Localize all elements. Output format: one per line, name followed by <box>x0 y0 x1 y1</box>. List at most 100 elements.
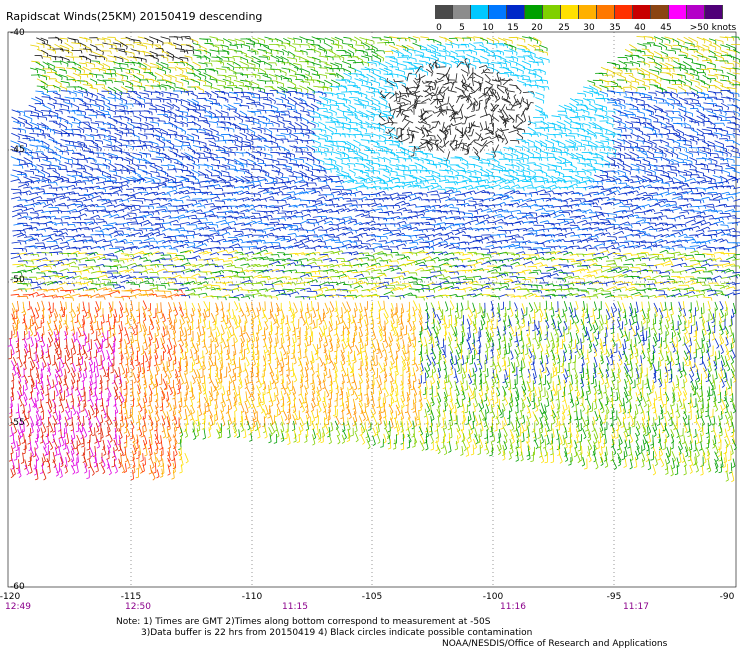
wind-barb <box>184 55 192 58</box>
wind-barb-flag <box>86 49 88 53</box>
wind-barb-flag <box>584 93 586 98</box>
wind-barb-flag <box>540 41 542 45</box>
wind-barb <box>400 130 403 140</box>
wind-barb <box>355 44 364 47</box>
wind-barb-flag <box>393 42 395 46</box>
wind-barb <box>311 56 321 61</box>
wind-barb <box>683 36 693 43</box>
wind-barb <box>720 44 730 48</box>
wind-barb-flag <box>126 133 128 137</box>
wind-barb <box>517 48 525 51</box>
wind-barb-flag <box>607 141 610 145</box>
wind-barb-flag <box>626 69 628 73</box>
wind-barb-flag <box>449 52 451 56</box>
wind-barb-flag <box>402 110 404 115</box>
legend-swatch <box>669 5 687 19</box>
wind-barb-flag <box>519 160 521 164</box>
wind-barb <box>388 45 399 50</box>
wind-barb <box>203 54 211 60</box>
wind-barb <box>316 108 327 110</box>
wind-barb-flag <box>720 110 722 114</box>
wind-barb-flag <box>666 54 668 58</box>
wind-barb <box>648 36 656 39</box>
wind-barb <box>114 48 125 50</box>
wind-barb <box>156 38 164 43</box>
wind-barb-flag <box>80 50 83 54</box>
wind-barb <box>532 44 540 48</box>
wind-barb <box>653 36 663 41</box>
wind-barb-flag <box>110 50 112 55</box>
wind-barb <box>120 42 128 47</box>
wind-barb-flag <box>79 129 81 133</box>
wind-barb <box>726 48 736 52</box>
wind-barb <box>684 42 695 45</box>
wind-barb <box>79 36 87 40</box>
legend-label: 0 <box>436 23 442 33</box>
wind-barb <box>82 55 91 61</box>
wind-barb <box>79 42 87 47</box>
wind-barb <box>294 50 303 53</box>
legend-label: 35 <box>609 23 621 33</box>
wind-barb-flag <box>652 53 654 58</box>
legend-swatch <box>597 5 615 19</box>
wind-barb-flag <box>301 165 304 169</box>
wind-barb-flag <box>80 56 83 61</box>
wind-barb <box>509 44 517 48</box>
wind-barb-flag <box>465 44 467 48</box>
wind-barb-flag <box>155 109 157 113</box>
wind-barb <box>166 51 174 56</box>
wind-barb-flag <box>181 37 183 41</box>
wind-barb <box>64 42 74 49</box>
wind-barb <box>383 36 392 39</box>
wind-barb-flag <box>643 36 646 40</box>
wind-barb <box>517 56 525 58</box>
wind-barb-flag <box>104 115 106 119</box>
wind-barb-flag <box>733 37 735 41</box>
wind-barb-flag <box>61 77 63 81</box>
wind-barb <box>641 48 649 50</box>
wind-barb-flag <box>259 88 261 92</box>
wind-barb-flag <box>695 160 697 164</box>
wind-barb-flag <box>205 56 208 60</box>
wind-barb-flag <box>80 111 82 115</box>
wind-barb <box>528 36 538 42</box>
wind-barb <box>217 50 228 52</box>
wind-barb-flag <box>696 41 698 45</box>
wind-barb-flag <box>37 153 39 157</box>
wind-barb <box>96 48 104 53</box>
wind-barb <box>209 49 219 52</box>
wind-barb <box>70 38 79 41</box>
legend-swatch <box>615 5 633 19</box>
wind-barb <box>468 49 477 53</box>
wind-barb <box>190 38 199 43</box>
wind-barb <box>365 38 375 42</box>
wind-barb-flag <box>170 99 172 103</box>
wind-barb-flag <box>541 108 543 112</box>
wind-barb-flag <box>227 51 229 55</box>
wind-barb <box>647 50 654 55</box>
wind-barb <box>257 48 267 52</box>
wind-barb-flag <box>404 116 406 120</box>
wind-barb <box>160 55 169 59</box>
wind-barb <box>234 43 242 46</box>
wind-barb <box>342 43 353 45</box>
wind-barb <box>84 37 92 41</box>
wind-barb <box>720 50 728 54</box>
wind-barb <box>107 55 116 58</box>
wind-barb-flag <box>341 167 343 171</box>
wind-barb <box>88 54 96 57</box>
wind-barb <box>125 44 134 46</box>
wind-barb-flag <box>344 134 346 138</box>
wind-barb <box>292 43 300 45</box>
legend-label: 15 <box>507 23 519 33</box>
wind-barb <box>60 49 69 51</box>
legend-labels: 0 5 10 15 20 25 30 35 40 45 >50 knots <box>435 23 736 35</box>
wind-barb <box>91 51 101 56</box>
wind-barb <box>94 74 103 76</box>
wind-barb <box>280 56 289 61</box>
wind-barb-flag <box>312 117 314 121</box>
wind-barb <box>444 37 453 43</box>
wind-barb <box>234 38 245 42</box>
wind-barb <box>406 44 414 49</box>
wind-barb <box>283 37 291 42</box>
